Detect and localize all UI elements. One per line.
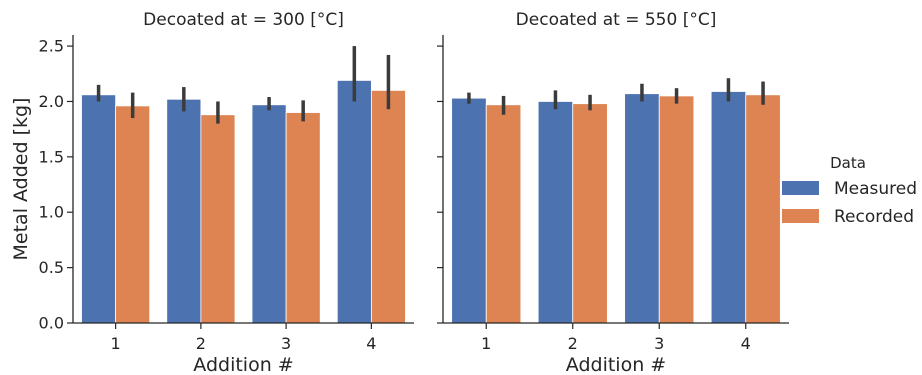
bar-measured-panel1-cat4 [336,80,372,324]
x-tick-label-panel2: 3 [654,334,664,353]
x-axis-title-panel1: Addition # [193,354,293,375]
y-axis-title: Metal Added [kg] [10,98,32,261]
x-tick-label-panel2: 2 [568,334,578,353]
bar-recorded-panel1-cat2 [200,114,236,324]
x-tick-label-panel2: 4 [741,334,751,353]
y-tick-label: 0.5 [39,258,64,277]
x-tick-label-panel1: 3 [281,334,291,353]
y-tick-label: 1.5 [39,147,64,166]
legend-label-recorded: Recorded [834,207,914,227]
x-tick-label-panel2: 1 [481,334,491,353]
bar-measured-panel1-cat1 [81,94,117,324]
bar-recorded-panel1-cat1 [115,105,151,324]
x-axis-title-panel2: Addition # [566,354,666,375]
y-tick-label: 1.0 [39,203,64,222]
bar-measured-panel1-cat2 [166,98,202,324]
legend-label-measured: Measured [834,179,917,199]
bar-recorded-panel1-cat4 [370,89,406,324]
bar-recorded-panel2-cat3 [658,95,695,324]
bar-measured-panel2-cat4 [710,91,747,324]
legend-title: Data [830,154,866,172]
bar-measured-panel2-cat2 [537,101,574,324]
bar-recorded-panel1-cat3 [285,112,321,324]
y-tick-label: 0.0 [39,314,64,333]
bar-measured-panel2-cat1 [451,97,487,324]
x-tick-label-panel1: 2 [196,334,206,353]
panel-title-2: Decoated at = 550 [°C] [516,10,717,30]
bar-recorded-panel2-cat1 [485,104,522,324]
y-tick-label: 2.0 [39,92,64,111]
y-tick-label: 2.5 [39,37,64,56]
bar-measured-panel1-cat3 [251,104,287,324]
x-tick-label-panel1: 4 [366,334,376,353]
bar-recorded-panel2-cat4 [745,94,781,324]
legend-swatch-recorded [782,209,819,223]
legend-swatch-measured [782,181,819,195]
panel-title-1: Decoated at = 300 [°C] [143,10,344,30]
bar-measured-panel2-cat3 [624,93,660,324]
x-tick-label-panel1: 1 [111,334,121,353]
bar-recorded-panel2-cat2 [572,103,608,324]
